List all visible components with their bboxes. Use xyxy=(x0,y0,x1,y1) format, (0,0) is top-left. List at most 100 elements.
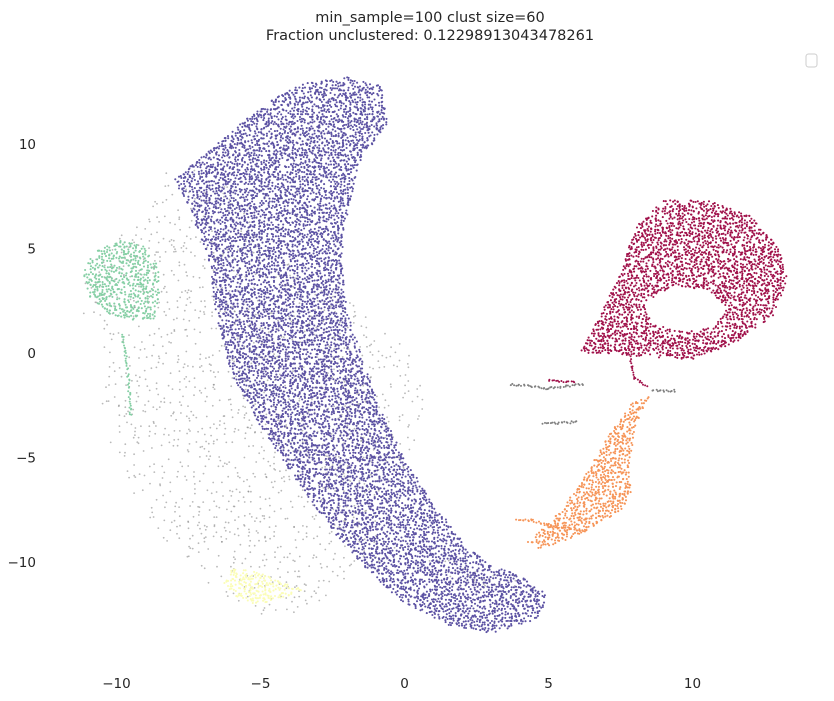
scatter-point xyxy=(253,211,256,214)
scatter-point xyxy=(294,180,297,183)
scatter-point xyxy=(157,355,160,358)
scatter-point xyxy=(198,197,201,201)
scatter-point xyxy=(307,239,311,242)
scatter-point xyxy=(287,187,290,190)
scatter-point xyxy=(285,581,288,583)
scatter-point xyxy=(316,535,319,538)
scatter-point xyxy=(337,154,340,157)
scatter-point xyxy=(314,144,317,147)
scatter-point xyxy=(186,432,189,435)
scatter-point xyxy=(234,156,237,159)
scatter-point xyxy=(271,581,274,584)
scatter-point xyxy=(484,584,486,587)
scatter-point xyxy=(165,352,168,355)
scatter-point xyxy=(207,216,210,219)
scatter-point xyxy=(337,85,340,88)
scatter-point xyxy=(223,235,226,238)
scatter-point xyxy=(248,180,251,183)
scatter-point xyxy=(399,443,402,445)
scatter-point xyxy=(296,142,299,145)
scatter-point xyxy=(270,257,273,260)
scatter-point xyxy=(359,159,362,162)
scatter-point xyxy=(320,260,323,263)
scatter-point xyxy=(215,233,218,236)
scatter-point xyxy=(174,510,176,513)
scatter-point xyxy=(209,158,212,161)
scatter-point xyxy=(193,173,196,176)
scatter-point xyxy=(220,216,224,219)
scatter-point xyxy=(270,133,273,136)
scatter-point xyxy=(319,233,322,236)
scatter-point xyxy=(252,160,255,163)
scatter-point xyxy=(328,179,331,182)
scatter-point xyxy=(320,135,323,138)
scatter-point xyxy=(210,253,213,256)
scatter-point xyxy=(346,191,349,195)
scatter-point xyxy=(514,579,517,582)
scatter-point xyxy=(334,238,337,241)
scatter-point xyxy=(316,196,319,199)
scatter-point xyxy=(305,144,308,147)
scatter-point xyxy=(332,240,335,243)
scatter-point xyxy=(342,159,345,162)
scatter-point xyxy=(272,246,275,249)
scatter-point xyxy=(275,157,278,160)
scatter-point xyxy=(186,335,189,337)
scatter-point xyxy=(229,531,231,533)
scatter-point xyxy=(285,148,288,152)
scatter-point xyxy=(235,216,238,219)
scatter-point xyxy=(212,212,215,215)
scatter-point xyxy=(291,152,294,156)
scatter-point xyxy=(284,191,287,194)
scatter-point xyxy=(348,109,351,113)
scatter-point xyxy=(219,190,222,193)
scatter-point xyxy=(169,481,172,484)
scatter-point xyxy=(274,108,277,111)
scatter-point xyxy=(296,150,299,153)
scatter-point xyxy=(215,249,219,252)
scatter-point xyxy=(299,133,302,136)
scatter-point xyxy=(310,243,314,246)
scatter-point xyxy=(297,254,300,257)
scatter-point xyxy=(329,91,332,95)
scatter-point xyxy=(190,185,194,189)
scatter-point xyxy=(291,243,294,246)
scatter-point xyxy=(337,147,340,150)
scatter-point xyxy=(256,110,259,113)
scatter-point xyxy=(347,201,350,204)
scatter-point xyxy=(185,304,188,306)
scatter-point xyxy=(212,535,215,538)
scatter-point xyxy=(306,243,310,247)
scatter-point xyxy=(328,242,332,245)
scatter-point xyxy=(520,384,522,387)
scatter-point xyxy=(320,566,323,569)
scatter-point xyxy=(196,524,199,527)
scatter-point xyxy=(316,356,319,358)
scatter-point xyxy=(340,127,343,130)
scatter-point xyxy=(185,271,188,274)
scatter-point xyxy=(282,223,285,226)
scatter-point xyxy=(223,196,225,198)
scatter-point xyxy=(232,146,235,149)
scatter-point xyxy=(263,391,265,394)
scatter-point xyxy=(376,84,380,87)
scatter-point xyxy=(358,85,362,88)
scatter-point xyxy=(279,206,282,209)
scatter-point xyxy=(365,124,369,127)
scatter-point xyxy=(317,93,321,96)
scatter-point xyxy=(319,99,322,102)
scatter-point xyxy=(141,489,144,492)
scatter-point xyxy=(342,102,345,105)
scatter-point xyxy=(199,187,202,190)
scatter-point xyxy=(170,341,172,344)
scatter-point xyxy=(220,269,223,272)
scatter-point xyxy=(304,220,307,223)
scatter-point xyxy=(208,363,211,366)
scatter-point xyxy=(337,236,340,239)
scatter-point xyxy=(339,198,342,201)
scatter-point xyxy=(364,113,367,116)
scatter-point xyxy=(288,265,291,268)
scatter-point xyxy=(170,239,173,241)
scatter-point xyxy=(196,212,199,216)
scatter-point xyxy=(196,210,199,213)
